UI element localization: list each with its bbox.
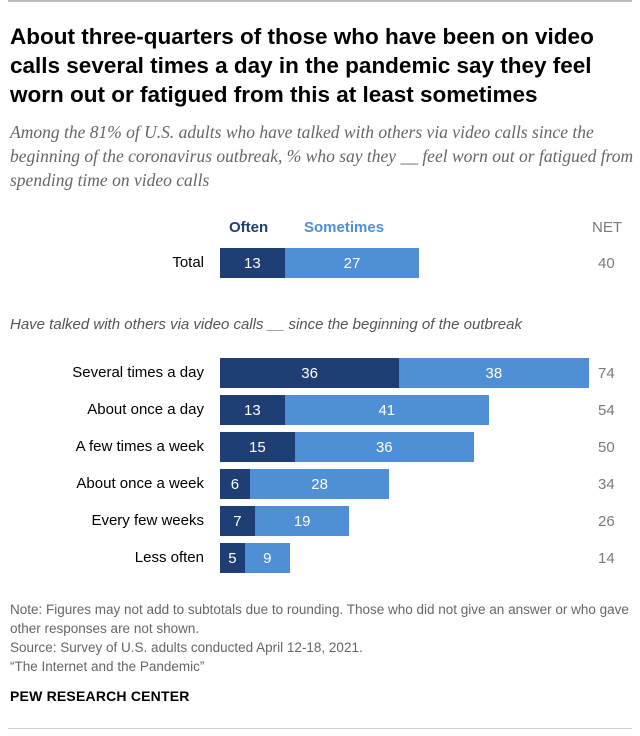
bar-often-total: 13	[220, 248, 285, 278]
net-value-a-few-times-a-week: 50	[598, 439, 615, 456]
category-label-every-few-weeks: Every few weeks	[91, 512, 204, 529]
net-value-every-few-weeks: 26	[598, 513, 615, 530]
pew-logo-text: PEW RESEARCH CENTER	[10, 688, 190, 704]
net-value-less-often: 14	[598, 550, 615, 567]
net-value-about-once-a-day: 54	[598, 402, 615, 419]
net-value-several-times-a-day: 74	[598, 365, 615, 382]
bar-often-less-often: 5	[220, 543, 245, 573]
bar-sometimes-every-few-weeks: 19	[254, 506, 350, 536]
bar-sometimes-about-once-a-week: 28	[249, 469, 390, 499]
category-label-a-few-times-a-week: A few times a week	[75, 438, 204, 455]
bar-often-about-once-a-day: 13	[220, 395, 285, 425]
bar-sometimes-about-once-a-day: 41	[284, 395, 489, 425]
bar-sometimes-several-times-a-day: 38	[399, 358, 589, 388]
top-rule	[8, 0, 632, 2]
footer-report: “The Internet and the Pandemic”	[10, 659, 205, 674]
bottom-rule	[8, 728, 632, 729]
net-value-total: 40	[598, 255, 615, 272]
group-label: Have talked with others via video calls …	[10, 316, 522, 333]
bar-sometimes-a-few-times-a-week: 36	[294, 432, 474, 462]
footer: Note: Figures may not add to subtotals d…	[10, 600, 635, 676]
bar-sometimes-less-often: 9	[244, 543, 290, 573]
footer-note: Note: Figures may not add to subtotals d…	[10, 602, 629, 636]
bar-often-several-times-a-day: 36	[220, 358, 400, 388]
legend-sometimes: Sometimes	[304, 219, 385, 236]
bar-sometimes-total: 27	[284, 248, 420, 278]
bar-often-every-few-weeks: 7	[220, 506, 255, 536]
bar-often-about-once-a-week: 6	[220, 469, 250, 499]
category-label-about-once-a-week: About once a week	[76, 475, 204, 492]
legend-often: Often	[229, 219, 269, 236]
category-label-several-times-a-day: Several times a day	[72, 364, 204, 381]
net-value-about-once-a-week: 34	[598, 476, 615, 493]
bar-often-a-few-times-a-week: 15	[220, 432, 295, 462]
category-label-about-once-a-day: About once a day	[87, 401, 204, 418]
net-column-header: NET	[592, 219, 622, 236]
chart-subtitle: Among the 81% of U.S. adults who have ta…	[10, 122, 634, 190]
chart-title: About three-quarters of those who have b…	[10, 24, 594, 107]
category-label-total: Total	[172, 254, 204, 271]
category-label-less-often: Less often	[134, 549, 204, 566]
footer-source: Source: Survey of U.S. adults conducted …	[10, 640, 363, 655]
